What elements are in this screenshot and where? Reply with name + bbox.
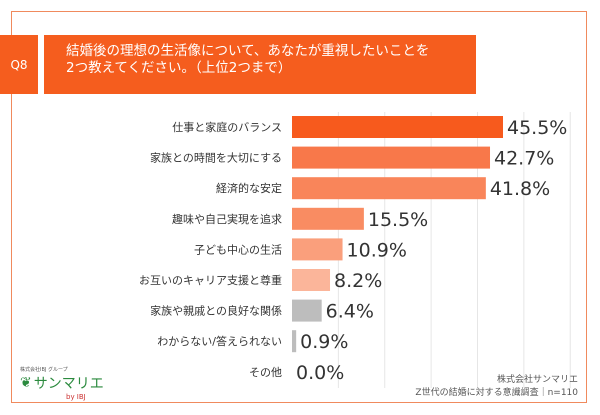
bar <box>292 269 331 291</box>
value-label: 0.0% <box>296 362 344 384</box>
value-label: 45.5% <box>507 117 567 139</box>
category-label: わからない/答えられない <box>157 334 282 348</box>
bar <box>292 177 486 200</box>
title-line-1: 結婚後の理想の生活像について、あなたが重視したいことを <box>66 43 430 59</box>
value-label: 10.9% <box>347 239 407 261</box>
bar <box>292 207 364 230</box>
logo-name: サンマリエ <box>33 376 104 392</box>
title-line-2: 2つ教えてください。（上位2つまで） <box>66 60 292 76</box>
bar <box>292 116 503 138</box>
logo: 株式会社IBJ グループ ❦ サンマリエ by IBJ <box>20 366 104 401</box>
category-label: 趣味や自己実現を追求 <box>172 212 282 226</box>
value-label: 0.9% <box>300 331 348 353</box>
value-label: 6.4% <box>326 301 374 323</box>
value-label: 8.2% <box>334 270 382 292</box>
bar <box>292 146 491 169</box>
category-label: 子ども中心の生活 <box>194 242 282 256</box>
question-number-text: Q8 <box>10 57 28 72</box>
bar <box>292 330 297 353</box>
company-name: 株式会社サンマリエ <box>496 375 578 385</box>
credit: 株式会社サンマリエ Z世代の結婚に対する意識調査｜n=110 <box>415 374 578 400</box>
value-label: 41.8% <box>490 178 550 200</box>
bar <box>292 238 343 261</box>
value-label: 42.7% <box>494 148 554 170</box>
category-label: 家族との時間を大切にする <box>150 151 282 165</box>
logo-tagline: 株式会社IBJ グループ <box>20 367 68 373</box>
survey-name: Z世代の結婚に対する意識調査｜n=110 <box>415 388 578 398</box>
category-label: 家族や親戚との良好な関係 <box>150 304 282 318</box>
category-label: 仕事と家庭のバランス <box>172 120 282 134</box>
question-number: Q8 <box>0 35 38 94</box>
chart-frame <box>11 11 587 403</box>
leaf-icon: ❦ <box>20 375 32 391</box>
category-label: その他 <box>249 366 282 379</box>
logo-by: by IBJ <box>66 393 86 401</box>
value-label: 15.5% <box>368 209 428 231</box>
bar <box>292 299 322 322</box>
category-label: 経済的な安定 <box>216 181 282 195</box>
question-title: 結婚後の理想の生活像について、あなたが重視したいことを 2つ教えてください。（上… <box>44 35 476 94</box>
category-label: お互いのキャリア支援と尊重 <box>139 273 282 287</box>
